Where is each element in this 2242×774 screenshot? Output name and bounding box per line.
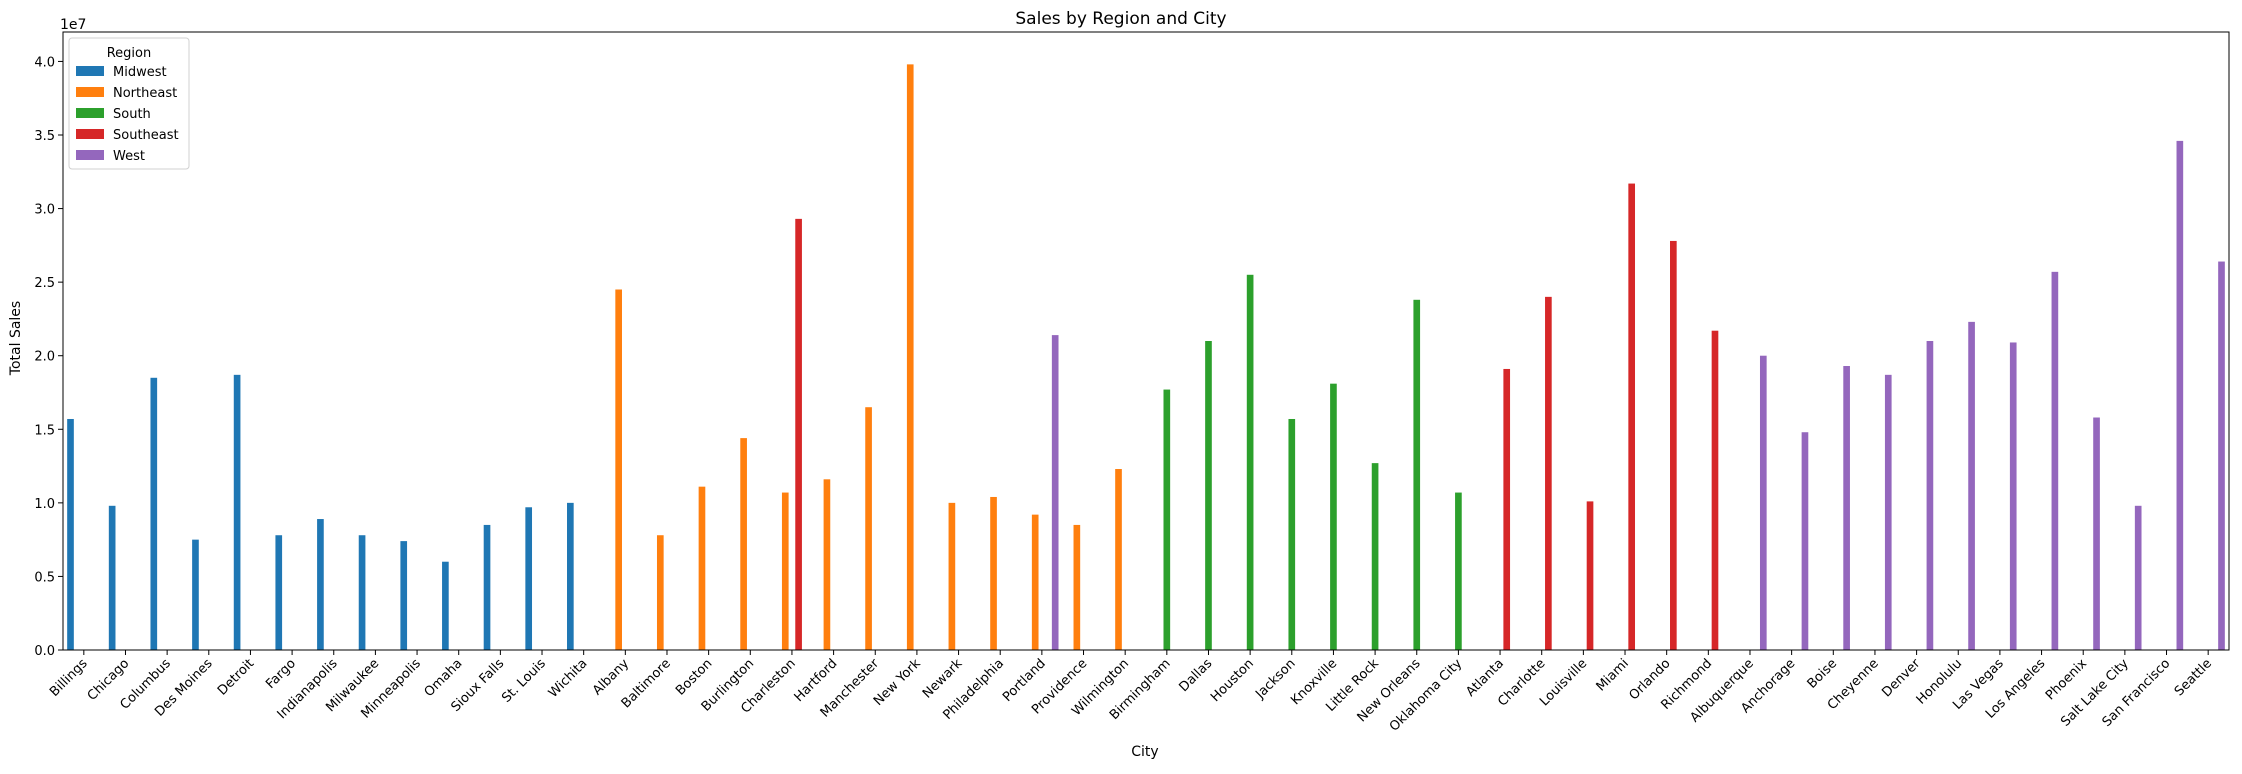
- bar-southeast-richmond: [1711, 330, 1719, 650]
- bar-west-albuquerque: [1759, 355, 1767, 650]
- x-tick-label: Houston: [1208, 656, 1257, 705]
- legend-label: West: [113, 149, 145, 164]
- bar-west-phoenix: [2093, 417, 2100, 650]
- y-tick-label: 2.0: [34, 350, 55, 365]
- bars-layer: [67, 64, 2225, 651]
- bar-northeast-hartford: [823, 479, 831, 650]
- bar-west-salt-lake-city: [2134, 505, 2142, 650]
- y-tick-label: 3.0: [34, 203, 55, 218]
- y-tick-label: 2.5: [34, 276, 55, 291]
- chart-title: Sales by Region and City: [1015, 9, 1226, 29]
- y-axis-label: Total Sales: [8, 301, 24, 376]
- bar-northeast-baltimore: [656, 535, 664, 650]
- bar-northeast-albany: [615, 289, 622, 650]
- legend-swatch: [76, 108, 104, 118]
- bar-south-little-rock: [1371, 463, 1379, 650]
- x-tick-label: Boise: [1805, 656, 1841, 692]
- bar-northeast-philadelphia: [990, 496, 997, 650]
- bar-south-birmingham: [1163, 389, 1171, 650]
- bar-south-jackson: [1288, 418, 1296, 650]
- bar-west-anchorage: [1801, 432, 1809, 650]
- plot-frame: [62, 31, 2230, 651]
- bar-west-seattle: [2218, 261, 2225, 650]
- bar-west-honolulu: [1968, 321, 1975, 650]
- bar-southeast-louisville: [1586, 501, 1594, 650]
- bar-midwest-omaha: [442, 561, 449, 650]
- legend: Region Midwest Northeast South Southeast Wes…: [68, 37, 190, 170]
- bar-midwest-milwaukee: [358, 535, 366, 650]
- bar-northeast-burlington: [740, 438, 747, 650]
- bar-midwest-indianapolis: [317, 519, 324, 650]
- bar-southeast-orlando: [1670, 240, 1677, 650]
- bar-northeast-new-york: [906, 64, 914, 651]
- bar-midwest-billings: [67, 418, 74, 650]
- bar-west-los-angeles: [2051, 271, 2059, 650]
- bar-south-oklahoma-city: [1455, 492, 1462, 650]
- bar-midwest-chicago: [108, 505, 116, 650]
- bar-midwest-minneapolis: [400, 541, 408, 650]
- bar-northeast-providence: [1073, 524, 1081, 650]
- bar-northeast-manchester: [865, 407, 872, 650]
- bar-west-cheyenne: [1884, 374, 1892, 650]
- x-tick-label: Wichita: [546, 656, 591, 701]
- bar-southeast-atlanta: [1503, 368, 1511, 650]
- x-tick-label: Dallas: [1176, 656, 1215, 695]
- y-tick-label: 0.0: [34, 644, 55, 659]
- legend-label: South: [113, 107, 151, 122]
- x-tick-label: Oklahoma City: [1387, 656, 1466, 735]
- bar-northeast-portland: [1031, 514, 1039, 650]
- x-tick-label: St. Louis: [499, 656, 549, 706]
- y-tick-label: 3.5: [34, 129, 55, 144]
- y-offset-label: 1e7: [60, 17, 86, 33]
- legend-swatch: [76, 150, 104, 160]
- x-tick-label: Albany: [590, 656, 632, 698]
- y-tick-label: 0.5: [34, 570, 55, 585]
- legend-swatch: [76, 129, 104, 139]
- bar-midwest-wichita: [567, 502, 574, 650]
- bar-northeast-charleston: [781, 492, 789, 650]
- bar-west-las-vegas: [2009, 342, 2017, 650]
- legend-label: Southeast: [113, 128, 179, 143]
- legend-label: Midwest: [113, 65, 167, 80]
- bar-south-dallas: [1205, 341, 1212, 650]
- x-tick-label: Boston: [673, 656, 715, 698]
- bar-northeast-wilmington: [1115, 469, 1122, 650]
- y-tick-label: 1.5: [34, 423, 55, 438]
- bar-southeast-miami: [1628, 183, 1636, 650]
- x-tick-label: Seattle: [2172, 656, 2215, 699]
- legend-title: Region: [107, 46, 152, 61]
- bar-midwest-columbus: [150, 377, 158, 650]
- bar-northeast-newark: [948, 502, 956, 650]
- y-tick-label: 4.0: [34, 55, 55, 70]
- legend-label: Northeast: [113, 86, 177, 101]
- x-axis-label: City: [1131, 744, 1158, 760]
- y-axis-ticks: 0.0 0.5 1.0 1.5 2.0 2.5 3.0 3.5 4.0: [34, 55, 63, 659]
- bar-south-new-orleans: [1413, 299, 1421, 650]
- bar-south-houston: [1246, 274, 1254, 650]
- legend-swatch: [76, 66, 104, 76]
- bar-northeast-boston: [698, 486, 706, 650]
- bar-southeast-charleston: [795, 218, 802, 650]
- x-tick-label: Detroit: [215, 656, 257, 698]
- bar-midwest-fargo: [275, 535, 283, 650]
- bar-midwest-detroit: [233, 374, 241, 650]
- bar-west-san-francisco: [2176, 140, 2184, 650]
- bar-south-knoxville: [1330, 383, 1337, 650]
- bar-midwest-sioux-falls: [483, 524, 491, 650]
- bar-midwest-st-louis: [525, 507, 533, 650]
- x-tick-label: Miami: [1594, 656, 1632, 694]
- y-tick-label: 1.0: [34, 497, 55, 512]
- bar-west-portland: [1051, 335, 1059, 650]
- bar-west-denver: [1926, 341, 1934, 650]
- bar-southeast-charlotte: [1545, 296, 1552, 650]
- legend-swatch: [76, 87, 104, 97]
- bar-west-boise: [1843, 366, 1850, 650]
- x-tick-label: Fargo: [263, 656, 299, 692]
- bar-midwest-des-moines: [192, 539, 199, 650]
